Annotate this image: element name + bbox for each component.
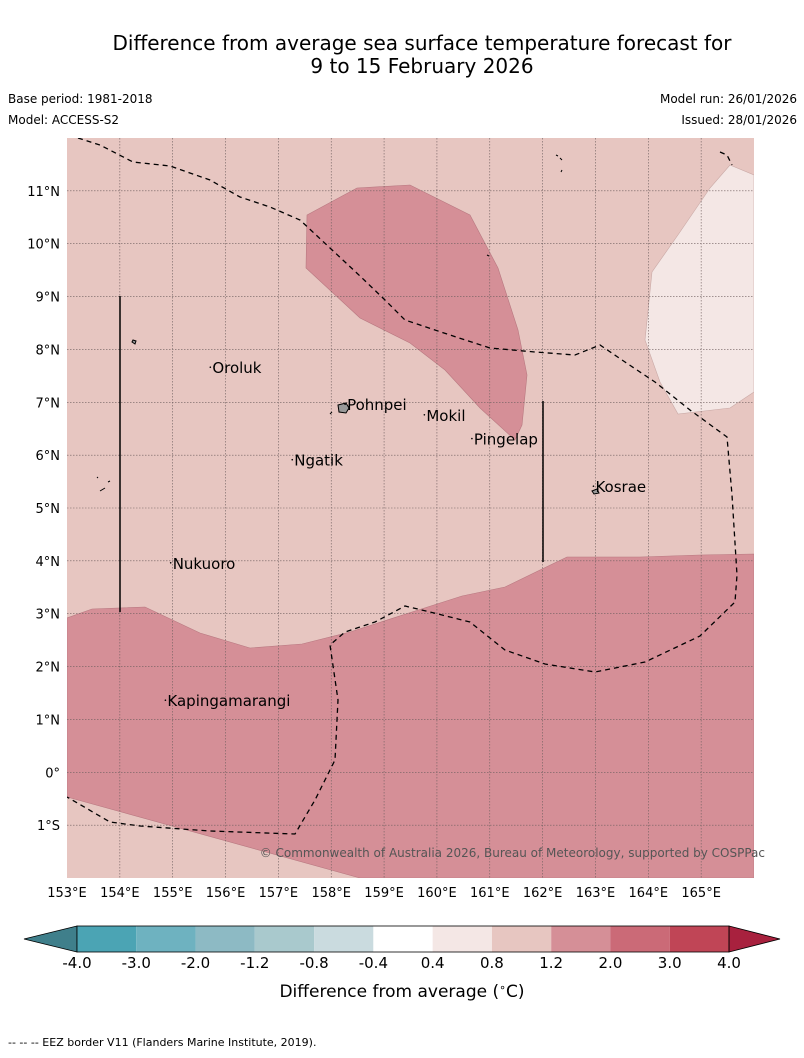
anomaly-band-0-4-to-0-8 [644, 164, 754, 415]
colorbar-label: Difference from average (∘C) [279, 981, 524, 1002]
place-label: Mokil [426, 407, 465, 425]
model-run-label: Model run: 26/01/2026 [659, 92, 797, 106]
small-island [96, 476, 111, 492]
colorbar-swatch [77, 926, 137, 952]
place-label: Pohnpei [347, 396, 407, 414]
colorbar-tick-label: 2.0 [599, 954, 623, 972]
colorbar-tick-label: 0.4 [421, 954, 445, 972]
lat-tick-label: 2°N [36, 661, 61, 676]
place-label: Oroluk [212, 359, 261, 377]
small-island [329, 254, 490, 415]
colorbar: -4.0 -3.0 -2.0 -1.2 -0.8 -0.4 0.4 0.8 1.2 2.0 3.0 4… [23, 925, 781, 972]
place-marker [169, 561, 172, 564]
eez-border-north [67, 138, 738, 835]
chart-title: Difference from average sea surface temp… [0, 32, 804, 78]
colorbar-swatch [551, 926, 611, 952]
place-labels: Oroluk Pohnpei Mokil Pingelap Ngatik Kosrae Nu… [164, 359, 646, 710]
lat-tick-label: 6°N [36, 449, 61, 464]
colorbar-tick-label: -3.0 [122, 954, 151, 972]
lat-tick-label: 1°N [36, 713, 61, 728]
place-marker [344, 403, 346, 406]
colorbar-swatch [373, 926, 433, 952]
sst-map: Oroluk Pohnpei Mokil Pingelap Ngatik Kosrae Nu… [23, 138, 781, 1002]
lon-tick-label: 154°E [100, 886, 140, 901]
lon-tick-label: 156°E [206, 886, 246, 901]
lat-tick-label: 1°S [37, 819, 60, 834]
kosrae-island [591, 488, 600, 495]
lat-tick-label: 0° [45, 766, 60, 781]
colorbar-tick-label: 4.0 [717, 954, 741, 972]
small-island [131, 339, 137, 345]
lon-tick-label: 160°E [417, 886, 457, 901]
anomaly-band-north-1-2-to-2-0 [305, 184, 528, 441]
place-label: Pingelap [474, 431, 538, 449]
lon-tick-label: 155°E [153, 886, 193, 901]
lon-tick-label: 159°E [364, 886, 404, 901]
place-label: Kapingamarangi [167, 692, 290, 710]
place-label: Kosrae [595, 478, 646, 496]
colorbar-swatch [195, 926, 255, 952]
lon-tick-label: 165°E [681, 886, 721, 901]
lat-tick-label: 5°N [36, 502, 61, 517]
model-label: Model: ACCESS-S2 [8, 113, 120, 127]
colorbar-frame [76, 925, 730, 953]
issued-label: Issued: 28/01/2026 [681, 113, 797, 127]
place-marker [423, 413, 426, 416]
lon-tick-label: 164°E [629, 886, 669, 901]
lat-tick-label: 10°N [27, 238, 60, 253]
place-marker [592, 485, 595, 487]
colorbar-tick-label: -4.0 [62, 954, 91, 972]
lon-tick-label: 163°E [576, 886, 616, 901]
lat-tick-label: 3°N [36, 608, 61, 623]
pohnpei-island [337, 402, 350, 414]
lon-tick-label: 162°E [523, 886, 563, 901]
colorbar-tick-label: 1.2 [539, 954, 563, 972]
colorbar-swatch [314, 926, 374, 952]
colorbar-tick-label: -1.2 [240, 954, 269, 972]
lat-tick-label: 8°N [36, 343, 61, 358]
axis-labels: 153°E 154°E 155°E 156°E 157°E 158°E 159°E 160°E… [27, 185, 721, 901]
colorbar-tick-label: -0.4 [359, 954, 388, 972]
lat-tick-label: 7°N [36, 396, 61, 411]
place-marker [291, 458, 294, 461]
colorbar-extend-low [23, 925, 78, 953]
place-marker [471, 437, 473, 440]
colorbar-swatch [136, 926, 196, 952]
lat-tick-label: 4°N [36, 555, 61, 570]
lat-tick-label: 9°N [36, 291, 61, 306]
place-marker [164, 699, 167, 702]
title-line-1: Difference from average sea surface temp… [112, 31, 732, 55]
eez-segment [719, 151, 733, 166]
colorbar-swatch [669, 926, 729, 952]
colorbar-tick-label: 3.0 [658, 954, 682, 972]
small-island [555, 154, 563, 173]
anomaly-band-south-1-2-to-2-0 [67, 553, 754, 878]
title-line-2: 9 to 15 February 2026 [310, 54, 534, 78]
map-gridlines [67, 138, 754, 878]
lon-tick-label: 161°E [470, 886, 510, 901]
eez-footnote: -- -- -- EEZ border V11 (Flanders Marine… [8, 1036, 317, 1049]
lon-tick-label: 153°E [47, 886, 87, 901]
colorbar-swatch [610, 926, 670, 952]
lat-tick-label: 11°N [27, 185, 60, 200]
colorbar-extend-high [728, 925, 781, 953]
copyright-text: © Commonwealth of Australia 2026, Bureau… [260, 846, 765, 860]
colorbar-swatch [491, 926, 552, 952]
lon-tick-label: 157°E [259, 886, 299, 901]
place-marker [209, 366, 212, 369]
lon-tick-label: 158°E [311, 886, 351, 901]
colorbar-tick-label: -2.0 [181, 954, 210, 972]
colorbar-swatch [254, 926, 315, 952]
place-label: Ngatik [294, 452, 343, 470]
base-period-label: Base period: 1981-2018 [8, 92, 153, 106]
colorbar-swatch [432, 926, 492, 952]
map-fill-layer [67, 138, 754, 878]
colorbar-tick-label: 0.8 [480, 954, 504, 972]
colorbar-tick-label: -0.8 [299, 954, 328, 972]
place-label: Nukuoro [173, 555, 236, 573]
